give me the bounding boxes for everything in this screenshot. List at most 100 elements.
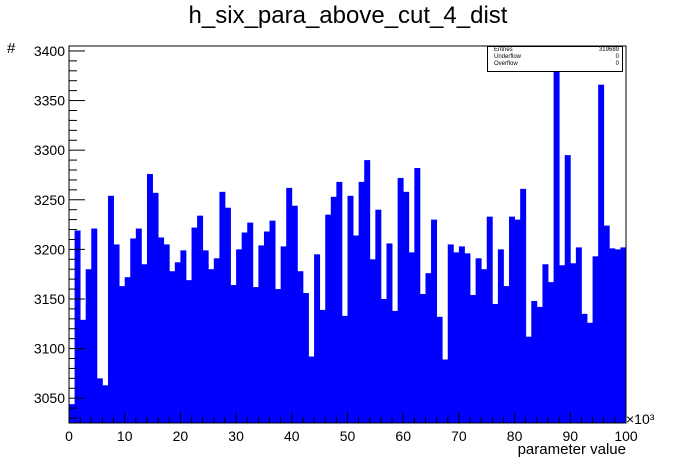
histogram-bar bbox=[197, 215, 204, 423]
y-tick-label: 3300 bbox=[34, 142, 65, 158]
x-tick-label: 30 bbox=[228, 428, 244, 444]
histogram-bar bbox=[481, 269, 488, 423]
histogram-bar bbox=[202, 250, 209, 423]
histogram-bar bbox=[286, 187, 293, 423]
histogram-bar bbox=[598, 84, 605, 423]
histogram-bar bbox=[542, 264, 549, 423]
histogram-bar bbox=[236, 249, 243, 423]
stats-box: Entries 319689 Underflow 0 Overflow 0 bbox=[487, 46, 623, 72]
histogram-bar bbox=[581, 313, 588, 423]
x-tick-label: 50 bbox=[340, 428, 356, 444]
histogram-bar bbox=[169, 271, 176, 423]
x-tick-label: 20 bbox=[173, 428, 189, 444]
histogram-bar bbox=[592, 256, 599, 423]
y-tick-label: 3350 bbox=[34, 93, 65, 109]
histogram-bar bbox=[475, 258, 482, 423]
histogram-bar bbox=[536, 306, 543, 423]
histogram-bar bbox=[308, 356, 315, 423]
histogram-bar bbox=[113, 244, 120, 423]
histogram-bar bbox=[158, 237, 165, 423]
histogram-bar bbox=[447, 244, 454, 423]
histogram-bar bbox=[548, 282, 554, 423]
histogram-bar bbox=[80, 319, 87, 423]
histogram-bar bbox=[152, 192, 159, 423]
histogram-bar bbox=[258, 245, 265, 423]
histogram-bar bbox=[224, 207, 231, 423]
histogram-bar bbox=[107, 195, 114, 423]
x-axis-multiplier: ×10³ bbox=[626, 411, 655, 427]
histogram-bar bbox=[96, 378, 103, 423]
histogram-bar bbox=[252, 287, 259, 423]
histogram-bar bbox=[297, 271, 304, 423]
histogram-bar bbox=[124, 277, 131, 423]
histogram-bar bbox=[325, 214, 332, 423]
histogram-bar bbox=[375, 209, 382, 423]
stats-value: 0 bbox=[615, 54, 619, 60]
histogram-bar bbox=[141, 264, 148, 423]
histogram-bar bbox=[553, 66, 560, 423]
histogram-bar bbox=[531, 300, 538, 423]
histogram-bar bbox=[614, 249, 621, 423]
stats-value: 0 bbox=[615, 61, 619, 67]
histogram-bar bbox=[514, 219, 521, 423]
histogram-bar bbox=[397, 177, 404, 423]
histogram-bar bbox=[269, 220, 276, 423]
histogram-bar bbox=[358, 181, 365, 423]
histogram-bar bbox=[509, 216, 515, 423]
histogram-bar bbox=[263, 231, 270, 423]
histogram-bar bbox=[458, 246, 465, 423]
x-tick-label: 90 bbox=[563, 428, 579, 444]
x-tick-label: 10 bbox=[117, 428, 133, 444]
histogram-bar bbox=[247, 222, 254, 423]
histogram-bar bbox=[520, 188, 527, 423]
histogram-bar bbox=[353, 235, 360, 423]
histogram-bar bbox=[503, 286, 510, 423]
histogram-bar bbox=[191, 227, 198, 423]
histogram-bar bbox=[85, 269, 92, 423]
histogram-bar bbox=[330, 196, 337, 423]
x-tick-label: 80 bbox=[507, 428, 523, 444]
chart-title: h_six_para_above_cut_4_dist bbox=[188, 2, 508, 29]
histogram-bar bbox=[213, 258, 220, 423]
y-axis-label: # bbox=[7, 40, 16, 57]
y-tick-label: 3200 bbox=[34, 241, 65, 257]
y-tick-label: 3100 bbox=[34, 341, 65, 357]
y-tick-label: 3250 bbox=[34, 192, 65, 208]
histogram-bar bbox=[575, 247, 582, 423]
histogram-bar bbox=[492, 303, 499, 423]
histogram-bar bbox=[369, 259, 376, 423]
stats-row-entries: Entries 319689 bbox=[488, 47, 622, 54]
histogram-bar bbox=[570, 263, 577, 423]
histogram-bar bbox=[314, 254, 321, 423]
histogram-bar bbox=[603, 225, 610, 423]
histogram-bar bbox=[230, 285, 237, 423]
histogram-bar bbox=[419, 294, 426, 423]
histogram-bar bbox=[336, 181, 343, 423]
axes: 0 10 20 30 40 50 60 70 80 90 100 3050 3100 3150 3200 32… bbox=[34, 43, 638, 444]
histogram-bar bbox=[319, 309, 326, 423]
histogram-bar bbox=[135, 228, 142, 423]
histogram-bar bbox=[174, 262, 181, 423]
histogram-bar bbox=[280, 246, 287, 423]
stats-label: Entries bbox=[494, 47, 513, 53]
histogram-bar bbox=[291, 205, 298, 423]
histogram-bar bbox=[436, 316, 443, 423]
histogram-bar bbox=[275, 289, 282, 423]
histogram-bar bbox=[146, 173, 153, 423]
stats-label: Overflow bbox=[494, 61, 518, 67]
stats-row-overflow: Overflow 0 bbox=[488, 61, 622, 68]
histogram-bar bbox=[408, 252, 415, 423]
x-tick-label: 100 bbox=[614, 428, 638, 444]
histogram-bar bbox=[403, 191, 410, 423]
histogram-bar bbox=[180, 250, 187, 423]
histogram-bar bbox=[386, 243, 393, 423]
histogram-bar bbox=[91, 228, 98, 423]
histogram-bar bbox=[74, 230, 81, 423]
x-tick-label: 70 bbox=[451, 428, 467, 444]
histogram-bar bbox=[470, 295, 477, 423]
histogram-bar bbox=[341, 315, 348, 423]
histogram-bar bbox=[414, 168, 421, 423]
histogram-bar bbox=[130, 238, 137, 423]
histogram-bar bbox=[185, 280, 192, 423]
histogram-bar bbox=[392, 310, 399, 423]
